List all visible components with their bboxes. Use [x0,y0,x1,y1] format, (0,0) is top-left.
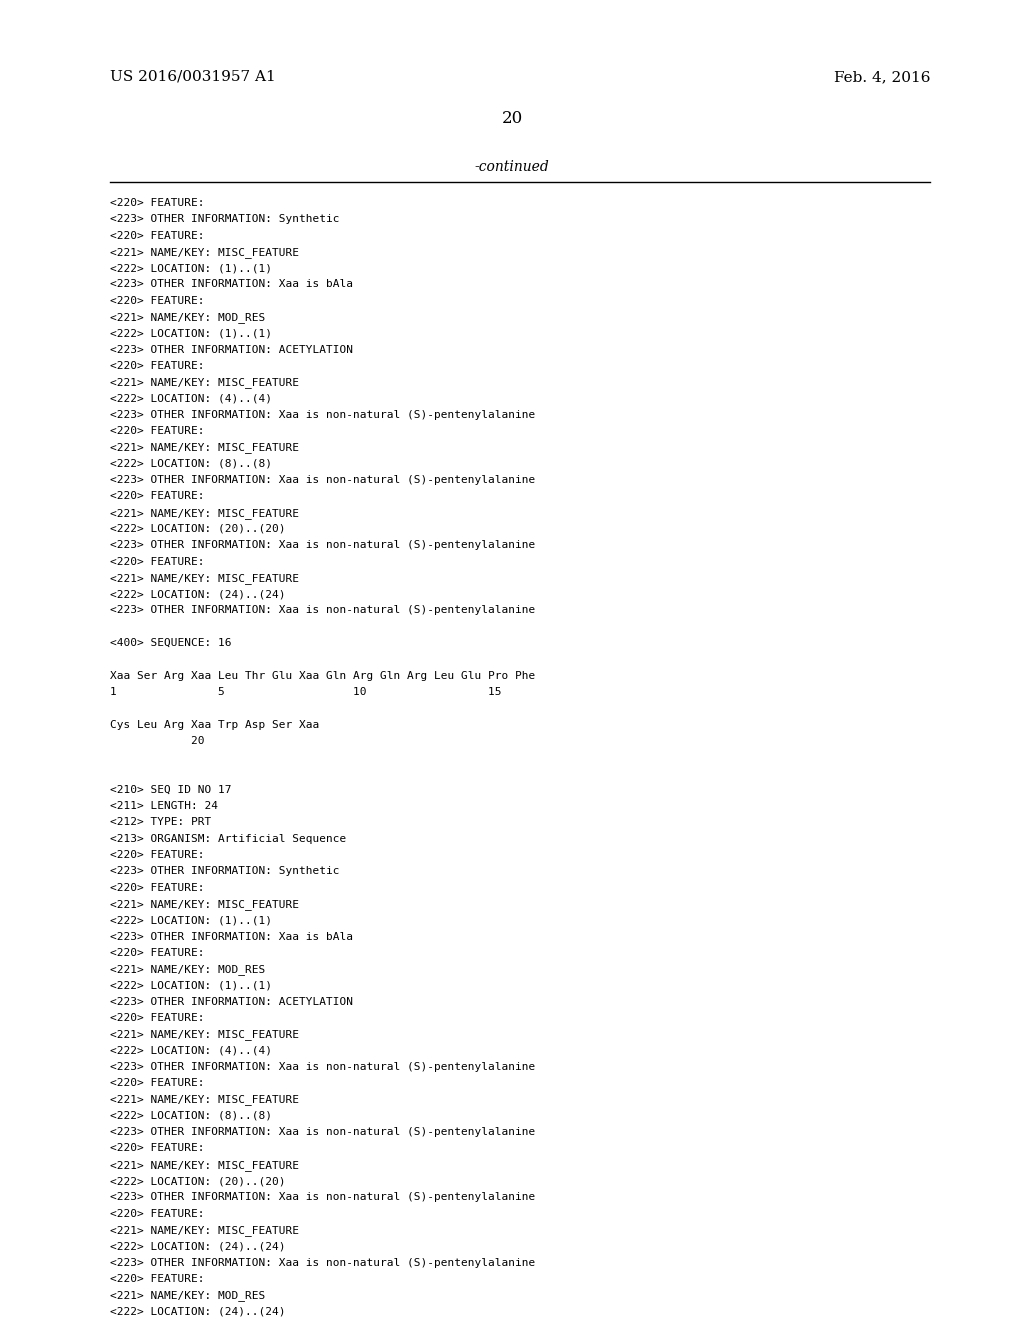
Text: <212> TYPE: PRT: <212> TYPE: PRT [110,817,211,828]
Text: <220> FEATURE:: <220> FEATURE: [110,1209,205,1218]
Text: <223> OTHER INFORMATION: Synthetic: <223> OTHER INFORMATION: Synthetic [110,866,340,876]
Text: <211> LENGTH: 24: <211> LENGTH: 24 [110,801,218,810]
Text: <223> OTHER INFORMATION: Xaa is non-natural (S)-pentenylalanine: <223> OTHER INFORMATION: Xaa is non-natu… [110,606,536,615]
Text: <222> LOCATION: (4)..(4): <222> LOCATION: (4)..(4) [110,393,272,404]
Text: <223> OTHER INFORMATION: Xaa is non-natural (S)-pentenylalanine: <223> OTHER INFORMATION: Xaa is non-natu… [110,1258,536,1267]
Text: <220> FEATURE:: <220> FEATURE: [110,491,205,502]
Text: <222> LOCATION: (24)..(24): <222> LOCATION: (24)..(24) [110,1307,286,1316]
Text: <220> FEATURE:: <220> FEATURE: [110,850,205,861]
Text: <222> LOCATION: (24)..(24): <222> LOCATION: (24)..(24) [110,1241,286,1251]
Text: Xaa Ser Arg Xaa Leu Thr Glu Xaa Gln Arg Gln Arg Leu Glu Pro Phe: Xaa Ser Arg Xaa Leu Thr Glu Xaa Gln Arg … [110,671,536,681]
Text: <222> LOCATION: (20)..(20): <222> LOCATION: (20)..(20) [110,1176,286,1185]
Text: <221> NAME/KEY: MISC_FEATURE: <221> NAME/KEY: MISC_FEATURE [110,573,299,583]
Text: <223> OTHER INFORMATION: Xaa is non-natural (S)-pentenylalanine: <223> OTHER INFORMATION: Xaa is non-natu… [110,1061,536,1072]
Text: <221> NAME/KEY: MISC_FEATURE: <221> NAME/KEY: MISC_FEATURE [110,442,299,453]
Text: <222> LOCATION: (1)..(1): <222> LOCATION: (1)..(1) [110,981,272,990]
Text: US 2016/0031957 A1: US 2016/0031957 A1 [110,70,275,84]
Text: Cys Leu Arg Xaa Trp Asp Ser Xaa: Cys Leu Arg Xaa Trp Asp Ser Xaa [110,719,319,730]
Text: Feb. 4, 2016: Feb. 4, 2016 [834,70,930,84]
Text: <223> OTHER INFORMATION: ACETYLATION: <223> OTHER INFORMATION: ACETYLATION [110,345,353,355]
Text: 1               5                   10                  15: 1 5 10 15 [110,686,502,697]
Text: <220> FEATURE:: <220> FEATURE: [110,948,205,958]
Text: <222> LOCATION: (4)..(4): <222> LOCATION: (4)..(4) [110,1045,272,1056]
Text: <222> LOCATION: (8)..(8): <222> LOCATION: (8)..(8) [110,1111,272,1121]
Text: <223> OTHER INFORMATION: Xaa is non-natural (S)-pentenylalanine: <223> OTHER INFORMATION: Xaa is non-natu… [110,411,536,420]
Text: <213> ORGANISM: Artificial Sequence: <213> ORGANISM: Artificial Sequence [110,834,346,843]
Text: <220> FEATURE:: <220> FEATURE: [110,198,205,209]
Text: <220> FEATURE:: <220> FEATURE: [110,883,205,892]
Text: <210> SEQ ID NO 17: <210> SEQ ID NO 17 [110,785,231,795]
Text: <223> OTHER INFORMATION: Xaa is non-natural (S)-pentenylalanine: <223> OTHER INFORMATION: Xaa is non-natu… [110,475,536,484]
Text: <223> OTHER INFORMATION: Xaa is non-natural (S)-pentenylalanine: <223> OTHER INFORMATION: Xaa is non-natu… [110,540,536,550]
Text: <221> NAME/KEY: MISC_FEATURE: <221> NAME/KEY: MISC_FEATURE [110,1094,299,1105]
Text: <400> SEQUENCE: 16: <400> SEQUENCE: 16 [110,638,231,648]
Text: <222> LOCATION: (20)..(20): <222> LOCATION: (20)..(20) [110,524,286,535]
Text: <222> LOCATION: (1)..(1): <222> LOCATION: (1)..(1) [110,329,272,338]
Text: <220> FEATURE:: <220> FEATURE: [110,557,205,566]
Text: 20: 20 [110,737,205,746]
Text: <220> FEATURE:: <220> FEATURE: [110,1143,205,1154]
Text: <221> NAME/KEY: MOD_RES: <221> NAME/KEY: MOD_RES [110,312,265,323]
Text: <223> OTHER INFORMATION: Xaa is non-natural (S)-pentenylalanine: <223> OTHER INFORMATION: Xaa is non-natu… [110,1127,536,1137]
Text: <220> FEATURE:: <220> FEATURE: [110,426,205,436]
Text: <220> FEATURE:: <220> FEATURE: [110,1078,205,1088]
Text: -continued: -continued [475,160,549,174]
Text: <222> LOCATION: (8)..(8): <222> LOCATION: (8)..(8) [110,459,272,469]
Text: <220> FEATURE:: <220> FEATURE: [110,360,205,371]
Text: <220> FEATURE:: <220> FEATURE: [110,231,205,240]
Text: <221> NAME/KEY: MISC_FEATURE: <221> NAME/KEY: MISC_FEATURE [110,899,299,909]
Text: <221> NAME/KEY: MISC_FEATURE: <221> NAME/KEY: MISC_FEATURE [110,378,299,388]
Text: <221> NAME/KEY: MOD_RES: <221> NAME/KEY: MOD_RES [110,1290,265,1302]
Text: <221> NAME/KEY: MISC_FEATURE: <221> NAME/KEY: MISC_FEATURE [110,1030,299,1040]
Text: <220> FEATURE:: <220> FEATURE: [110,296,205,306]
Text: <221> NAME/KEY: MISC_FEATURE: <221> NAME/KEY: MISC_FEATURE [110,1225,299,1236]
Text: <221> NAME/KEY: MISC_FEATURE: <221> NAME/KEY: MISC_FEATURE [110,508,299,519]
Text: <223> OTHER INFORMATION: Xaa is non-natural (S)-pentenylalanine: <223> OTHER INFORMATION: Xaa is non-natu… [110,1192,536,1203]
Text: <222> LOCATION: (24)..(24): <222> LOCATION: (24)..(24) [110,589,286,599]
Text: <220> FEATURE:: <220> FEATURE: [110,1012,205,1023]
Text: <221> NAME/KEY: MISC_FEATURE: <221> NAME/KEY: MISC_FEATURE [110,247,299,257]
Text: <223> OTHER INFORMATION: ACETYLATION: <223> OTHER INFORMATION: ACETYLATION [110,997,353,1007]
Text: <220> FEATURE:: <220> FEATURE: [110,1274,205,1284]
Text: <223> OTHER INFORMATION: Xaa is bAla: <223> OTHER INFORMATION: Xaa is bAla [110,932,353,941]
Text: <223> OTHER INFORMATION: Xaa is bAla: <223> OTHER INFORMATION: Xaa is bAla [110,280,353,289]
Text: <222> LOCATION: (1)..(1): <222> LOCATION: (1)..(1) [110,915,272,925]
Text: 20: 20 [502,110,522,127]
Text: <221> NAME/KEY: MISC_FEATURE: <221> NAME/KEY: MISC_FEATURE [110,1160,299,1171]
Text: <222> LOCATION: (1)..(1): <222> LOCATION: (1)..(1) [110,263,272,273]
Text: <221> NAME/KEY: MOD_RES: <221> NAME/KEY: MOD_RES [110,964,265,975]
Text: <223> OTHER INFORMATION: Synthetic: <223> OTHER INFORMATION: Synthetic [110,214,340,224]
